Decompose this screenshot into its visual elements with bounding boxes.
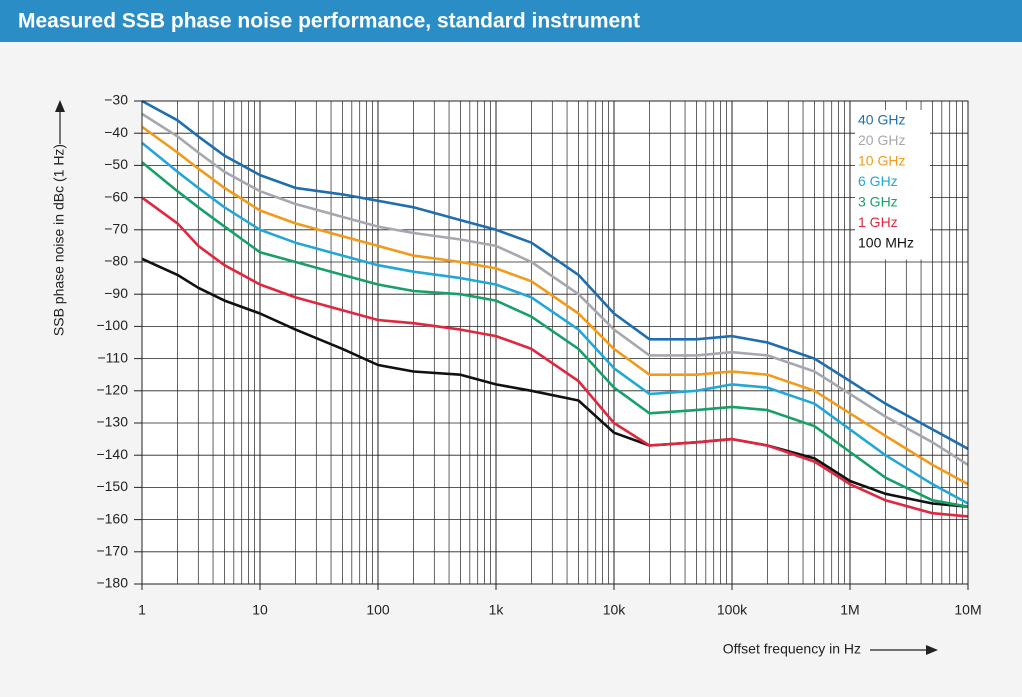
legend-box: [855, 110, 930, 260]
legend-entry: 1 GHz: [858, 214, 898, 230]
series-line: [141, 141, 969, 505]
legend-entry: 100 MHz: [858, 235, 914, 251]
legend-entry: 3 GHz: [858, 194, 898, 210]
series-line: [141, 99, 969, 450]
plot-frame: [141, 100, 969, 585]
series-line: [141, 125, 969, 486]
x-tick-label: 1k: [489, 602, 505, 618]
y-tick-label: −80: [104, 253, 128, 269]
series-line: [141, 161, 969, 508]
series-line: [141, 196, 969, 518]
y-tick-label: −60: [104, 188, 128, 204]
x-tick-label: 100k: [717, 602, 748, 618]
y-tick-label: −160: [96, 510, 128, 526]
y-tick-label: −150: [96, 478, 128, 494]
y-tick-label: −40: [104, 124, 128, 140]
series-line: [141, 112, 969, 466]
y-tick-label: −30: [104, 92, 128, 108]
y-tick-label: −100: [96, 317, 128, 333]
series-line: [141, 257, 969, 508]
x-tick-label: 100: [366, 602, 390, 618]
y-tick-label: −170: [96, 543, 128, 559]
plot-area: [142, 101, 968, 584]
y-tick-label: −50: [104, 156, 128, 172]
y-axis-label: SSB phase noise in dBc (1 Hz): [51, 144, 67, 336]
y-tick-label: −110: [98, 349, 129, 365]
x-tick-label: 10k: [603, 602, 627, 618]
y-tick-label: −140: [96, 446, 128, 462]
x-tick-label: 1M: [840, 602, 859, 618]
lines: [141, 99, 969, 518]
chart-title: Measured SSB phase noise performance, st…: [18, 10, 640, 33]
header-bar: [0, 0, 1022, 42]
y-tick-label: −130: [96, 414, 128, 430]
legend-entry: 40 GHz: [858, 112, 905, 128]
x-axis-label: Offset frequency in Hz: [723, 641, 861, 657]
legend-entry: 6 GHz: [858, 173, 898, 189]
x-tick-label: 1: [138, 602, 146, 618]
x-tick-label: 10M: [954, 602, 981, 618]
y-arrow-head: [55, 100, 65, 112]
legend-entry: 20 GHz: [858, 132, 905, 148]
x-arrow-head: [926, 645, 938, 655]
y-tick-label: −180: [96, 575, 128, 591]
y-tick-label: −90: [104, 285, 128, 301]
legend: 40 GHz 20 GHz 10 GHz 6 GHz 3 GHz 1 GHz 100 MHz: [855, 110, 930, 260]
y-tick-label: −70: [104, 221, 128, 237]
legend-entry: 10 GHz: [858, 153, 905, 169]
x-tick-label: 10: [252, 602, 268, 618]
y-tick-label: −120: [96, 382, 128, 398]
